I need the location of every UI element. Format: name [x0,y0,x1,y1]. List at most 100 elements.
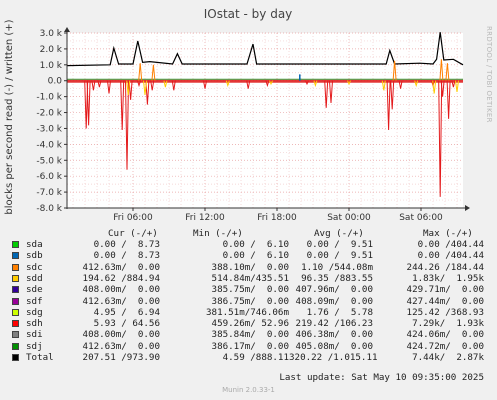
y-tick-label: 1.0 k [40,61,63,71]
series-sdh-spike [145,80,150,105]
series-sdd-spike [313,80,318,88]
x-axis-arrow [465,205,470,211]
series-sdc-spike [392,60,397,81]
legend-row-sdi: sdi 408.00m/ 0.00 385.84m/ 0.00 406.38m/ 0.… [0,329,497,340]
legend-avg: 405.08m/ 0.00 [295,340,373,352]
legend-cur: 4.95 / 6.94 [93,306,160,318]
legend-cur: 0.00 / 8.73 [93,239,160,250]
legend-swatch [12,308,19,316]
legend-cur: 0.00 / 8.73 [93,250,160,262]
legend-cur: 412.63m/ 0.00 [82,340,160,352]
header-max: Max (-/+) [423,228,473,239]
rrdtool-credit: RRDTOOL / TOBI OETIKER [485,26,493,123]
baseline-band [67,79,463,83]
series-sdh-spike [246,80,251,89]
legend-max: 427.44m/ 0.00 [406,295,484,307]
y-tick-label: 2.0 k [40,45,63,55]
legend-max: 1.83k/ 1.95k [412,272,484,284]
y-tick-label: -2.0 k [36,109,62,119]
munin-version: Munin 2.0.33-1 [222,386,275,394]
series-sdh-spike [203,80,207,89]
iostat-chart: IOstat - by day blocks per second read (… [4,7,493,223]
legend-swatch [12,297,19,305]
series-sdd-spike [455,80,459,92]
legend-max: 424.06m/ 0.00 [406,329,484,341]
legend-min: 0.00 / 6.10 [222,250,289,262]
legend-avg: 0.00 / 9.51 [306,250,373,262]
y-tick-label: -4.0 k [36,140,62,150]
series-sdd-spike [225,80,230,88]
legend-max: 244.26 /184.44 [406,261,484,273]
legend-cur: 5.93 / 64.56 [93,318,160,330]
legend-min: 385.84m/ 0.00 [211,329,289,341]
series-sdh-spike [120,80,125,131]
series-sdh-spike [265,80,270,88]
legend-row-sdj: sdj 412.63m/ 0.00 386.17m/ 0.00 405.08m/ 0.… [0,341,497,352]
series-sdd-spike [414,80,419,88]
series-sdh-spike [398,80,403,89]
last-update: Last update: Sat May 10 09:35:00 2025 [279,372,484,383]
y-ticks: 3.0 k 2.0 k 1.0 k 0.0 -1.0 k -2.0 k -3.0 k -4.0… [36,29,67,214]
legend-name: sdi [26,329,43,341]
legend-row-sdg: sdg 4.95 / 6.94 381.51m/746.06m 1.76 / 5.78… [0,307,497,318]
legend-header: Cur (-/+) Min (-/+) Avg (-/+) Max (-/+) [0,228,497,239]
series-sdd-spike [381,80,386,91]
legend-swatch [12,354,19,361]
series-sdh-spike [438,80,443,197]
header-cur: Cur (-/+) [108,228,158,239]
series-sdh-spike [171,80,176,91]
legend-min: 386.75m/ 0.00 [211,295,289,307]
series-sdc-spike [445,63,450,81]
legend-swatch [12,331,19,339]
legend-cur: 412.63m/ 0.00 [82,261,160,273]
series-total-line [66,32,464,67]
legend-swatch [12,286,19,294]
series-sdh-spike [446,80,451,119]
y-tick-label: -6.0 k [36,172,62,182]
series-sdd-spike [347,80,351,86]
series-sdh-spike [86,80,91,126]
legend-max: 0.00 /404.44 [417,239,484,250]
series-sdh-spike [329,80,333,104]
grid [67,32,463,209]
x-tick-label: Sat 06:00 [399,213,443,223]
legend-min: 4.59 /888.11 [222,352,289,363]
legend-cur: 194.62 /884.94 [82,272,160,284]
header-avg: Avg (-/+) [314,228,364,239]
legend-min: 0.00 / 6.10 [222,239,289,250]
legend-row-sdf: sdf 412.63m/ 0.00 386.75m/ 0.00 408.09m/ 0.… [0,296,497,307]
y-tick-label: -3.0 k [36,124,62,134]
x-ticks: Fri 06:00 Fri 12:00 Fri 18:00 Sat 00:00 Sat … [113,208,443,223]
legend-row-sdc: sdc 412.63m/ 0.00 388.10m/ 0.00 1.10 /544.0… [0,262,497,273]
legend-max: 125.42 /368.93 [406,306,484,318]
series-sdh-spike [305,80,309,86]
y-tick-label: 0.0 [48,77,63,87]
legend-min: 385.75m/ 0.00 [211,284,289,296]
series-sdd-spike [126,80,131,96]
legend-row-sde: sde 408.00m/ 0.00 385.75m/ 0.00 407.96m/ 0.… [0,284,497,295]
legend-name: sdd [26,272,43,284]
x-tick-label: Fri 18:00 [257,213,297,223]
series-group [66,32,464,197]
series-sdh-spike [125,80,129,170]
series-sdc-spike [151,64,156,81]
y-tick-label: -5.0 k [36,156,62,166]
legend-min: 514.84m/435.51 [211,272,289,284]
series-sdd-spike [143,80,147,96]
legend-name: sdj [26,340,43,352]
legend-max: 0.00 /404.44 [417,250,484,262]
legend-cur: 408.00m/ 0.00 [82,284,160,296]
series-sdh-spike [128,80,133,100]
series-sdd-spike [163,80,168,88]
legend-max: 7.44k/ 2.87k [412,352,484,363]
y-tick-label: -1.0 k [36,93,62,103]
legend-max: 7.29k/ 1.93k [412,318,484,330]
legend-avg: 1.76 / 5.78 [306,306,373,318]
legend-name: Total [26,352,54,363]
legend-min: 386.17m/ 0.00 [211,340,289,352]
legend-avg: 0.00 / 9.51 [306,239,373,250]
legend-avg: 406.38m/ 0.00 [295,329,373,341]
series-sdh-spike [440,80,445,97]
series-sdc-spike [138,63,143,81]
series-sdh-spike [91,80,96,91]
